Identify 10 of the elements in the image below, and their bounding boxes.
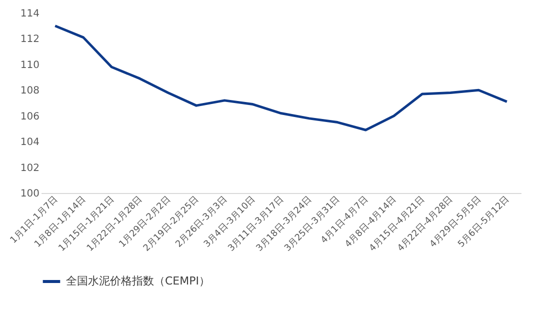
legend-label: 全国水泥价格指数（CEMPI） — [66, 274, 210, 288]
y-tick-label: 104 — [20, 137, 40, 148]
y-tick-label: 112 — [20, 34, 40, 46]
y-tick-label: 108 — [20, 86, 40, 97]
y-tick-label: 106 — [20, 111, 40, 122]
y-tick-label: 100 — [20, 188, 40, 200]
y-tick-label: 110 — [20, 60, 40, 71]
y-tick-label: 102 — [20, 162, 40, 174]
line-series — [54, 24, 508, 132]
y-tick-label: 114 — [20, 8, 40, 20]
